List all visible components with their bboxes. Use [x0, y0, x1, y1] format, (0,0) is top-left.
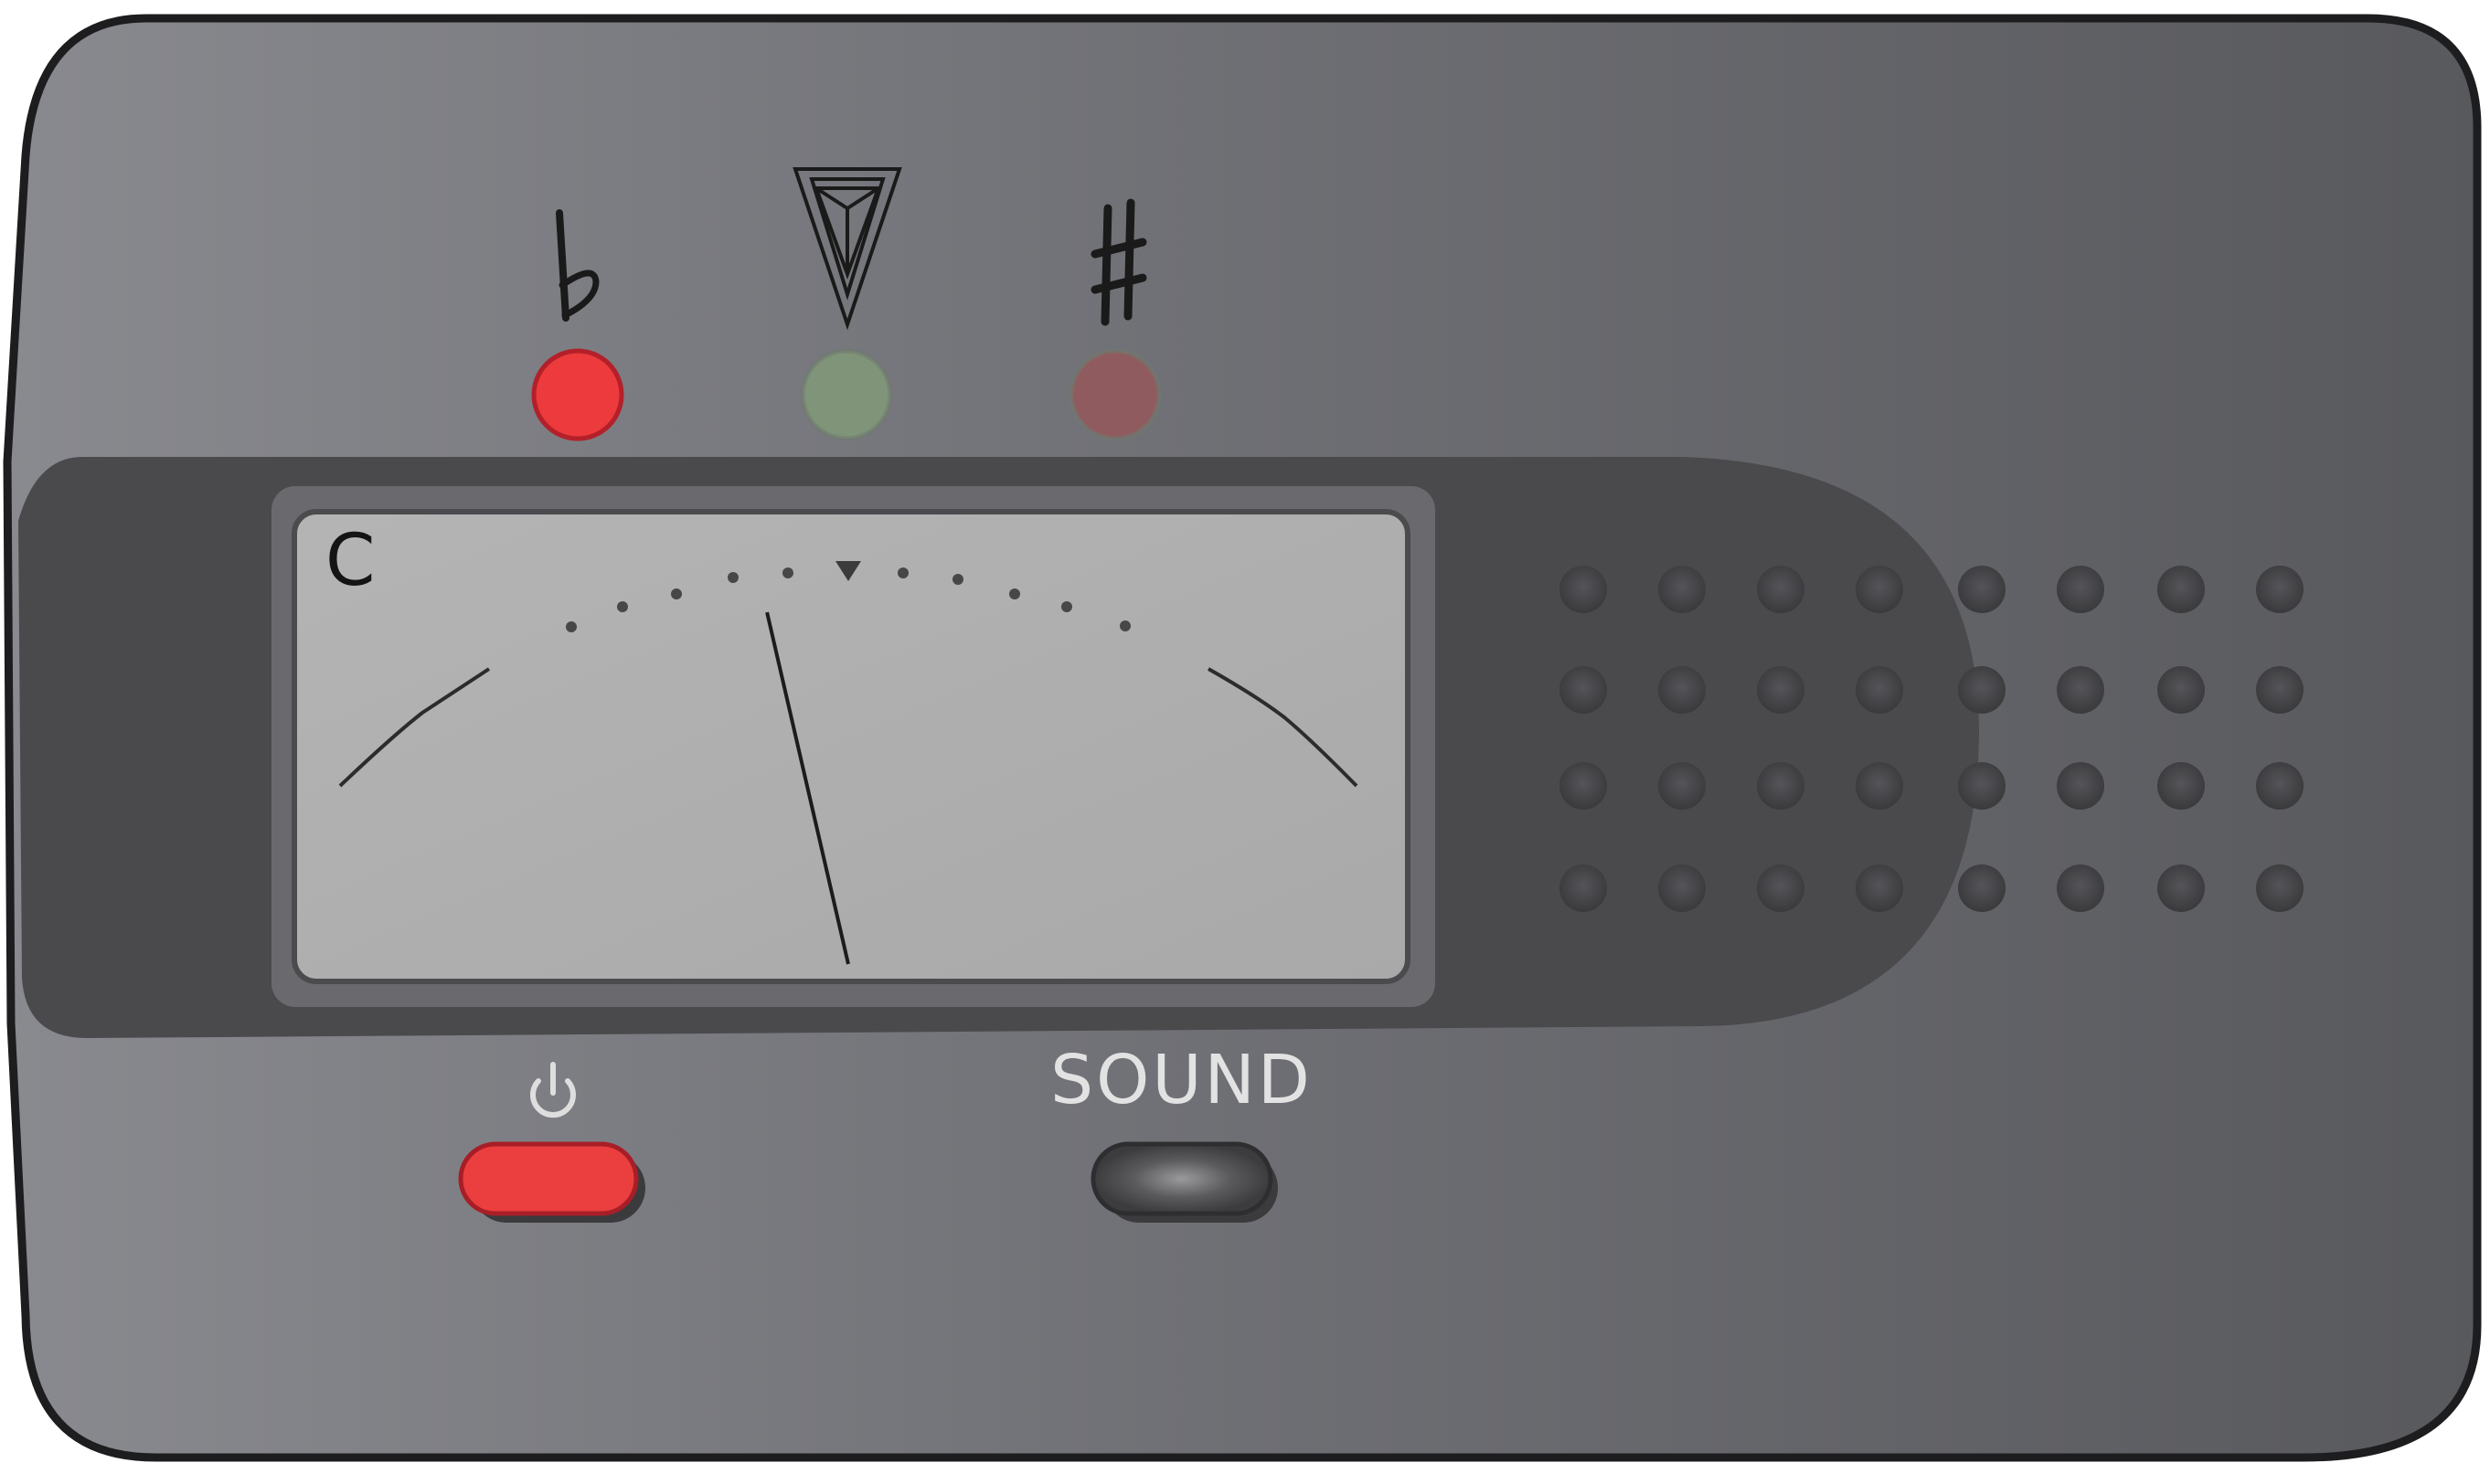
speaker-hole [2157, 666, 2205, 714]
sharp-icon [1091, 198, 1147, 326]
in-tune-light [800, 348, 893, 441]
flat-light [531, 348, 624, 441]
speaker-hole [1958, 666, 2006, 714]
sharp-light [1069, 348, 1162, 441]
speaker-hole [1559, 864, 1607, 912]
speaker-hole [2157, 864, 2205, 912]
speaker-hole [2256, 566, 2304, 613]
speaker-hole [2256, 864, 2304, 912]
meter-arc-right [1208, 667, 1358, 788]
speaker-hole [2256, 666, 2304, 714]
speaker-hole [1757, 666, 1804, 714]
center-marker-icon [835, 561, 861, 581]
speaker-hole [2057, 666, 2104, 714]
speaker-hole [1757, 566, 1804, 613]
meter-scale-dot [1061, 601, 1072, 612]
speaker-hole [2057, 864, 2104, 912]
meter-scale [566, 567, 1131, 632]
speaker-hole [1559, 566, 1607, 613]
meter-needle [765, 611, 850, 965]
speaker-hole [1958, 762, 2006, 810]
meter-scale-dot [728, 572, 739, 583]
speaker-hole [1658, 666, 1706, 714]
meter-arc-left [338, 667, 491, 788]
sound-label: SOUND [1050, 1041, 1313, 1119]
meter-scale-dot [1009, 588, 1020, 599]
speaker-hole [2057, 762, 2104, 810]
speaker-hole [2157, 762, 2205, 810]
meter-scale-dot [898, 567, 909, 578]
power-button[interactable] [458, 1141, 645, 1223]
lcd-screen [292, 509, 1410, 984]
flat-icon [556, 209, 600, 322]
speaker-hole [1559, 762, 1607, 810]
speaker-hole [1856, 864, 1903, 912]
speaker-hole [2256, 762, 2304, 810]
meter-scale-dot [1120, 620, 1131, 631]
speaker-hole [1757, 864, 1804, 912]
speaker-hole [2157, 566, 2205, 613]
speaker-hole [1658, 566, 1706, 613]
speaker-hole [1658, 864, 1706, 912]
speaker-hole [1658, 762, 1706, 810]
in-tune-triangle-icon [793, 167, 902, 331]
speaker-hole [1856, 666, 1903, 714]
meter-scale-dot [952, 574, 963, 585]
sound-button[interactable] [1091, 1141, 1278, 1223]
meter-scale-dot [617, 601, 628, 612]
meter-scale-dot [566, 621, 577, 632]
note-display: C [325, 520, 376, 602]
speaker-hole [1757, 762, 1804, 810]
speaker-hole [1559, 666, 1607, 714]
power-icon [530, 1062, 576, 1118]
speaker-hole [1958, 566, 2006, 613]
speaker-hole [1856, 762, 1903, 810]
meter-scale-dot [671, 588, 682, 599]
speaker-hole [1856, 566, 1903, 613]
meter-scale-dot [782, 567, 793, 578]
speaker-hole [2057, 566, 2104, 613]
speaker-hole [1958, 864, 2006, 912]
speaker-grille [1559, 566, 2304, 912]
